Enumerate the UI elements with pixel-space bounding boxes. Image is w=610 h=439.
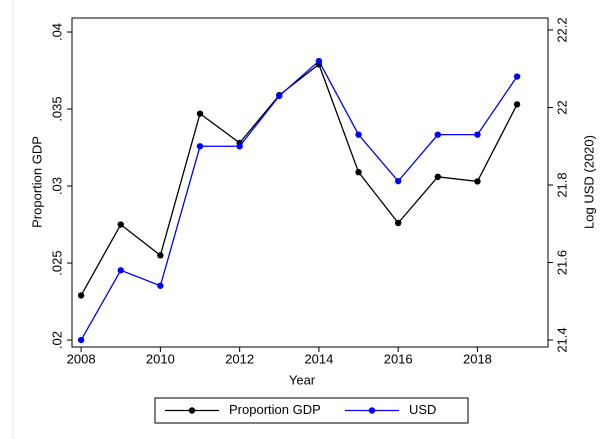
series-line [80, 63, 518, 296]
point [474, 131, 481, 138]
y2-tick-label: 22 [554, 100, 569, 114]
series-line [80, 59, 518, 341]
point [117, 221, 124, 228]
point [394, 177, 402, 185]
point [434, 131, 442, 138]
x-tick-label: 2008 [67, 351, 96, 366]
point [77, 292, 85, 299]
point [196, 143, 204, 150]
point [394, 219, 402, 227]
y-axis-label: Proportion GDP [29, 136, 44, 228]
point [157, 282, 164, 289]
legend-label: Proportion GDP [229, 402, 321, 417]
y2-tick-label: 22.2 [554, 17, 569, 42]
point [276, 92, 283, 100]
y-tick-label: .035 [49, 96, 64, 121]
point [315, 57, 323, 65]
x-tick-label: 2012 [225, 351, 254, 366]
y2-tick-label: 21.4 [554, 327, 569, 352]
x-axis-label: Year [289, 372, 316, 387]
x-tick-label: 2016 [384, 351, 413, 366]
x-tick-label: 2014 [304, 351, 333, 366]
point [196, 110, 204, 117]
y2-tick-label: 21.8 [554, 172, 569, 197]
point [355, 131, 362, 138]
x-tick-label: 2010 [146, 351, 175, 366]
y-tick-label: .04 [49, 23, 64, 41]
y2-axis-label: Log USD (2020) [581, 135, 596, 229]
point [434, 173, 442, 181]
y-tick-label: .02 [49, 331, 64, 349]
point [355, 168, 362, 176]
x-tick-label: 2018 [463, 351, 492, 366]
point [157, 252, 164, 259]
point [117, 267, 124, 274]
point [513, 101, 521, 108]
point [77, 336, 85, 344]
point [474, 178, 481, 185]
legend-label: USD [409, 402, 436, 417]
point [513, 73, 521, 80]
legend-marker [188, 407, 196, 414]
legend-marker [368, 407, 376, 414]
y2-tick-label: 21.6 [554, 250, 569, 275]
y-tick-label: .025 [49, 250, 64, 275]
y-tick-label: .03 [49, 177, 64, 195]
plot-frame [71, 17, 549, 348]
point [236, 143, 243, 150]
